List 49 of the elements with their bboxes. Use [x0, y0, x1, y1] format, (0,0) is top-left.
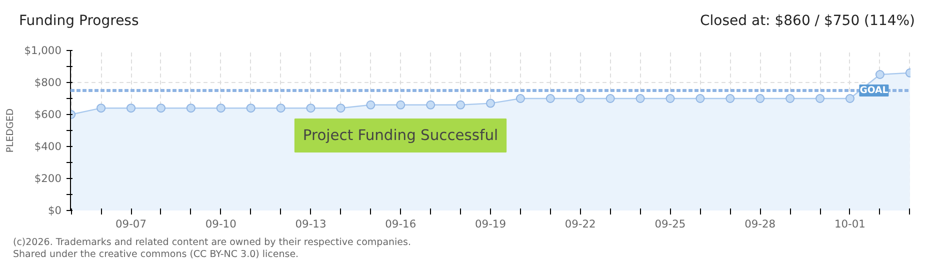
x-tick-label: 09-25 [654, 218, 686, 230]
point [486, 98, 495, 108]
y-tick-label: $800 [34, 76, 62, 89]
y-tick-label: $200 [34, 172, 62, 185]
point [396, 100, 406, 110]
point [246, 104, 256, 113]
annotation: Project Funding Successful [302, 127, 498, 144]
point [96, 104, 106, 113]
point [216, 104, 226, 113]
point [546, 94, 555, 103]
text: Shared under the creative commons (CC BY-NC 3.0) license. [13, 249, 299, 260]
point [456, 100, 466, 110]
x-tick-label: 09-07 [116, 218, 146, 230]
y-tick-label: $1,000 [24, 44, 62, 57]
point [696, 94, 705, 103]
point [816, 94, 825, 103]
point [726, 94, 735, 103]
x-tick-label: 09-13 [295, 218, 326, 230]
point [426, 100, 436, 110]
text: (c)2026. Trademarks and related content are owned by their respective companies. [13, 237, 411, 248]
point [666, 94, 675, 103]
point [875, 70, 884, 79]
y-axis-title: PLEDGED [5, 108, 16, 153]
y-tick-label: $400 [34, 140, 62, 153]
chart-title: Funding Progress [19, 12, 139, 31]
x-tick-label: 09-22 [564, 218, 596, 230]
point [126, 104, 136, 113]
x-tick-label: 10-01 [834, 218, 866, 230]
point [276, 104, 286, 113]
x-tick-label: 09-10 [205, 218, 237, 230]
point [366, 100, 376, 110]
point [576, 94, 585, 103]
ref-line-label: GOAL [860, 85, 888, 96]
point [186, 104, 196, 113]
point [306, 104, 316, 113]
x-tick-label: 09-19 [475, 218, 506, 230]
x-tick-label: 09-16 [385, 218, 416, 230]
point [786, 94, 795, 103]
point [636, 94, 645, 103]
point [336, 104, 346, 113]
point [756, 94, 765, 103]
y-tick-label: $0 [48, 204, 62, 217]
y-tick-label: $600 [34, 108, 62, 121]
chart-subtitle: Closed at: $860 / $750 (114%) [700, 12, 915, 31]
x-tick-label: 09-28 [744, 218, 776, 230]
point [606, 94, 615, 103]
point [516, 94, 525, 103]
point [156, 104, 166, 113]
point [845, 94, 854, 103]
